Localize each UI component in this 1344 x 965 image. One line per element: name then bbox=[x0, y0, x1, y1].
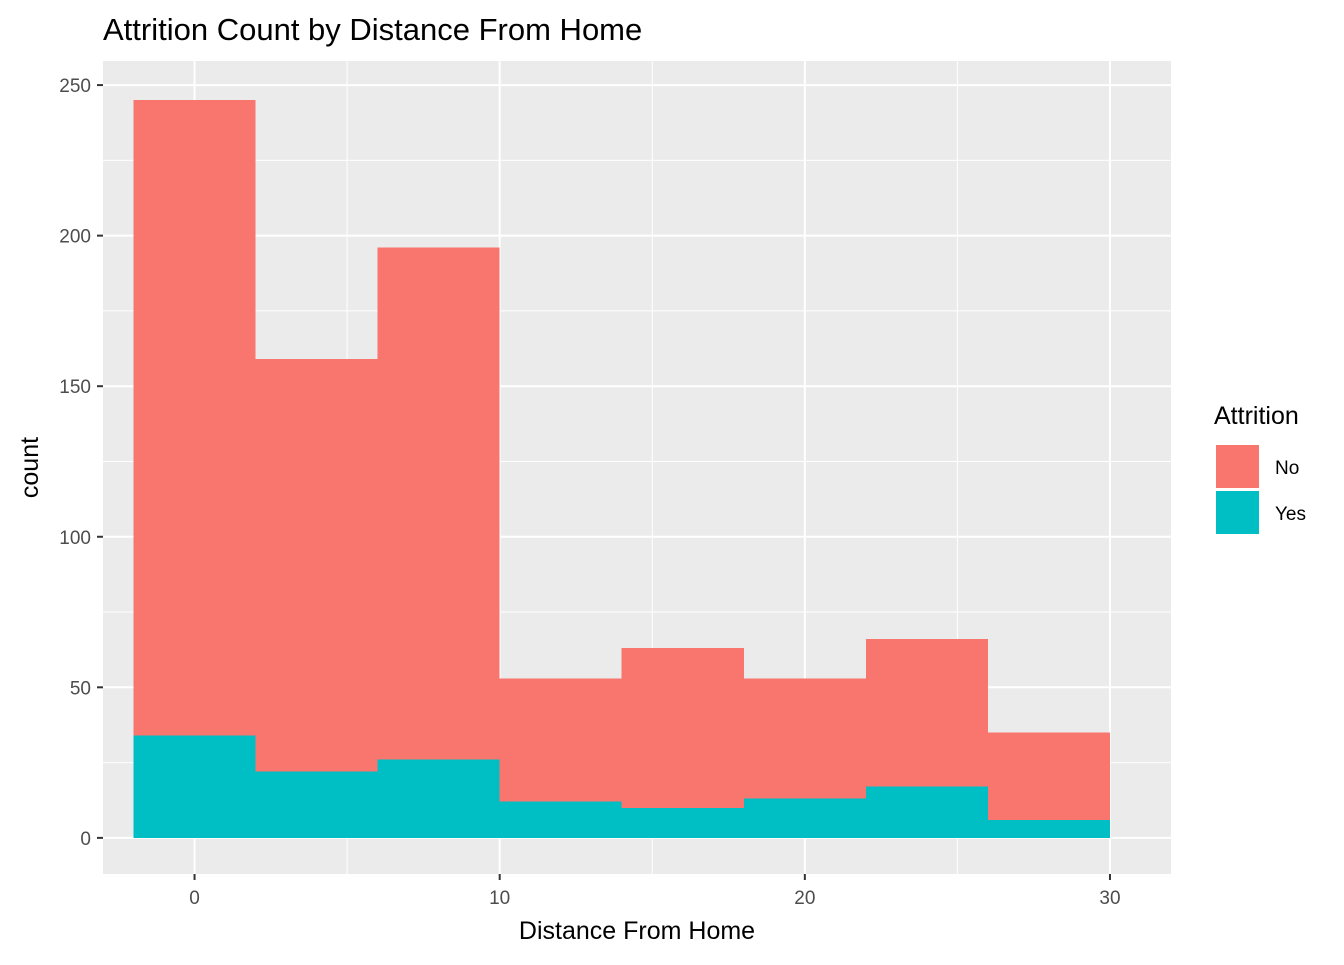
bar-no-bin-8 bbox=[987, 732, 1110, 820]
bar-no-bin-4 bbox=[499, 678, 622, 802]
legend: Attrition No Yes bbox=[1214, 402, 1306, 534]
bar-no-bin-5 bbox=[621, 648, 744, 808]
bar-yes-bin-3 bbox=[377, 759, 500, 838]
bar-yes-bin-8 bbox=[987, 819, 1110, 838]
y-axis-title: count bbox=[16, 437, 44, 498]
bar-yes-bin-5 bbox=[621, 807, 744, 838]
x-tick-label: 0 bbox=[189, 888, 200, 909]
bar-no-bin-6 bbox=[743, 678, 866, 799]
legend-title: Attrition bbox=[1214, 402, 1299, 430]
bar-no-bin-1 bbox=[133, 100, 256, 736]
bar-yes-bin-1 bbox=[133, 735, 256, 838]
legend-label-yes: Yes bbox=[1275, 504, 1306, 525]
x-axis-title: Distance From Home bbox=[519, 917, 755, 945]
legend-swatch-yes bbox=[1216, 491, 1259, 534]
legend-swatch-no bbox=[1216, 445, 1259, 488]
x-tick-label: 30 bbox=[1099, 888, 1120, 909]
y-tick-label: 250 bbox=[59, 76, 91, 97]
y-tick-label: 150 bbox=[59, 377, 91, 398]
x-tick-label: 20 bbox=[794, 888, 815, 909]
bar-yes-bin-7 bbox=[865, 786, 988, 838]
bar-yes-bin-6 bbox=[743, 798, 866, 838]
x-tick-label: 10 bbox=[489, 888, 510, 909]
legend-label-no: No bbox=[1275, 458, 1299, 479]
bar-no-bin-2 bbox=[255, 359, 378, 772]
y-axis: 0 50 100 150 200 250 bbox=[59, 76, 103, 850]
y-tick-label: 200 bbox=[59, 227, 91, 248]
bar-no-bin-3 bbox=[377, 247, 500, 760]
y-tick-label: 50 bbox=[70, 678, 91, 699]
y-tick-label: 100 bbox=[59, 528, 91, 549]
bar-yes-bin-4 bbox=[499, 801, 622, 838]
bar-no-bin-7 bbox=[865, 639, 988, 787]
bar-yes-bin-2 bbox=[255, 771, 378, 838]
bars-group bbox=[133, 100, 1110, 838]
chart-title: Attrition Count by Distance From Home bbox=[103, 12, 642, 47]
x-axis: 0 10 20 30 bbox=[189, 874, 1121, 909]
y-tick-label: 0 bbox=[80, 829, 91, 850]
